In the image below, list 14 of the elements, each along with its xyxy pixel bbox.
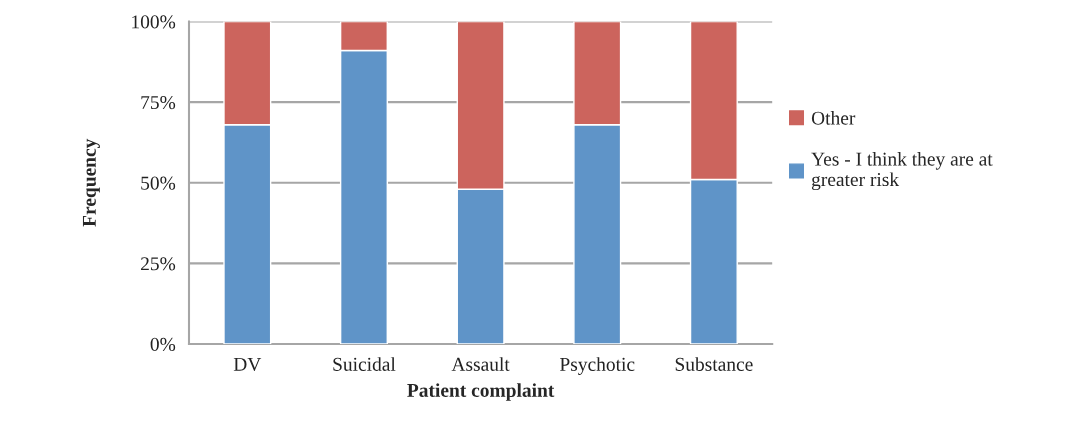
y-tick-label: 75% [141, 95, 176, 110]
y-axis-title: Frequency [82, 138, 100, 227]
legend-label: Yes - I think they are at greater risk [811, 152, 993, 191]
x-tick-label: Suicidal [333, 357, 396, 371]
y-tick-label: 50% [141, 176, 176, 190]
x-axis-title: Patient complaint [407, 383, 555, 401]
x-tick-label: Assault [451, 357, 510, 371]
x-tick-label: DV [233, 357, 262, 371]
x-tick-label: Substance [675, 357, 753, 371]
y-tick-label: 0% [150, 337, 176, 351]
y-tick-label: 100% [132, 15, 176, 29]
y-tick-label: 25% [141, 257, 176, 271]
legend-label: Other [811, 111, 856, 125]
x-tick-label: Psychotic [559, 357, 635, 375]
